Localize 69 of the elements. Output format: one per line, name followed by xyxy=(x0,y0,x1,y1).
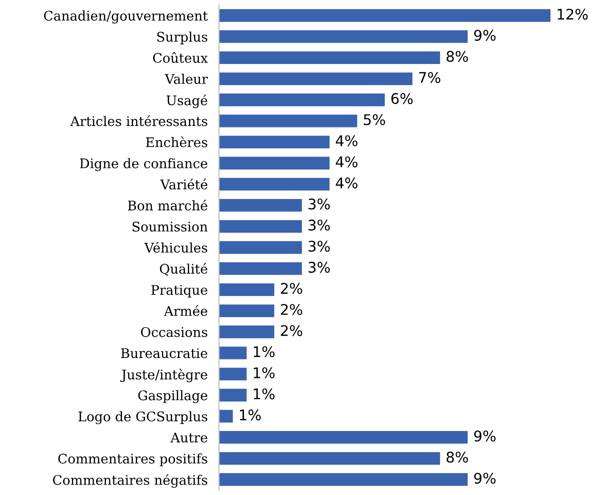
y-tick-label: Commentaires négatifs xyxy=(53,474,208,488)
y-tick-label: Articles intéressants xyxy=(70,115,208,126)
data-label: 2% xyxy=(280,304,302,316)
data-label: 2% xyxy=(280,282,302,294)
data-label: 3% xyxy=(308,240,330,252)
data-label: 6% xyxy=(391,93,413,104)
data-label: 4% xyxy=(336,177,358,188)
y-tick-label: Bureaucratie xyxy=(121,348,208,358)
bar xyxy=(219,430,468,444)
data-label: 4% xyxy=(336,135,358,146)
bar xyxy=(219,178,330,191)
y-tick-label: Qualité xyxy=(160,263,208,276)
data-label: 1% xyxy=(254,388,275,400)
data-label: 9% xyxy=(474,472,496,484)
bar xyxy=(219,136,330,148)
bar xyxy=(219,368,247,380)
y-tick-label: Enchères xyxy=(146,136,208,148)
y-tick-label: Bon marché xyxy=(128,200,208,211)
y-tick-label: Usagé xyxy=(166,94,208,108)
y-tick-label: Autre xyxy=(170,432,208,443)
y-tick-label: Gaspillage xyxy=(138,390,208,404)
y-tick-label: Variété xyxy=(160,178,208,190)
y-tick-label: Occasions xyxy=(141,327,208,338)
bar xyxy=(219,326,274,338)
bar xyxy=(219,304,274,318)
data-label: 1% xyxy=(254,367,275,378)
data-label: 4% xyxy=(336,156,358,168)
data-label: 1% xyxy=(240,409,261,420)
data-label: 9% xyxy=(474,30,496,41)
bar xyxy=(219,283,274,296)
y-tick-label: Canadien/gouvernement xyxy=(44,10,208,24)
bar xyxy=(219,410,233,423)
data-label: 1% xyxy=(254,346,275,358)
data-label: 8% xyxy=(446,452,468,463)
data-label: 3% xyxy=(308,198,330,210)
data-label: 8% xyxy=(446,50,468,62)
y-tick-label: Pratique xyxy=(151,284,208,298)
data-label: 5% xyxy=(364,114,386,126)
y-tick-label: Véhicules xyxy=(144,242,208,253)
y-tick-label: Coûteux xyxy=(153,52,208,63)
y-tick-label: Juste/intègre xyxy=(120,368,208,382)
bar xyxy=(219,452,440,465)
y-tick-label: Surplus xyxy=(157,32,208,44)
data-label: 3% xyxy=(308,220,330,231)
bar xyxy=(219,156,330,170)
bar xyxy=(219,346,247,360)
y-tick-label: Armée xyxy=(164,305,208,316)
bar xyxy=(219,9,551,22)
y-tick-label: Soumission xyxy=(132,222,208,232)
bar xyxy=(219,72,412,86)
data-label: 2% xyxy=(280,325,302,336)
y-tick-label: Commentaires positifs xyxy=(58,453,208,466)
data-label: 9% xyxy=(474,430,496,442)
bar xyxy=(219,220,302,233)
bar xyxy=(219,198,302,212)
bar xyxy=(219,241,302,254)
bar xyxy=(219,388,247,402)
bar xyxy=(219,51,440,64)
bar xyxy=(219,30,468,43)
bar xyxy=(219,94,385,106)
bar xyxy=(219,114,358,128)
data-label: 7% xyxy=(419,72,440,83)
bar xyxy=(219,262,302,275)
data-label: 3% xyxy=(308,262,330,273)
y-tick-label: Valeur xyxy=(164,74,208,84)
y-tick-label: Logo de GCSurplus xyxy=(78,411,208,424)
bar xyxy=(219,473,468,486)
data-label: 12% xyxy=(558,8,588,20)
y-tick-label: Digne de confiance xyxy=(80,158,208,172)
